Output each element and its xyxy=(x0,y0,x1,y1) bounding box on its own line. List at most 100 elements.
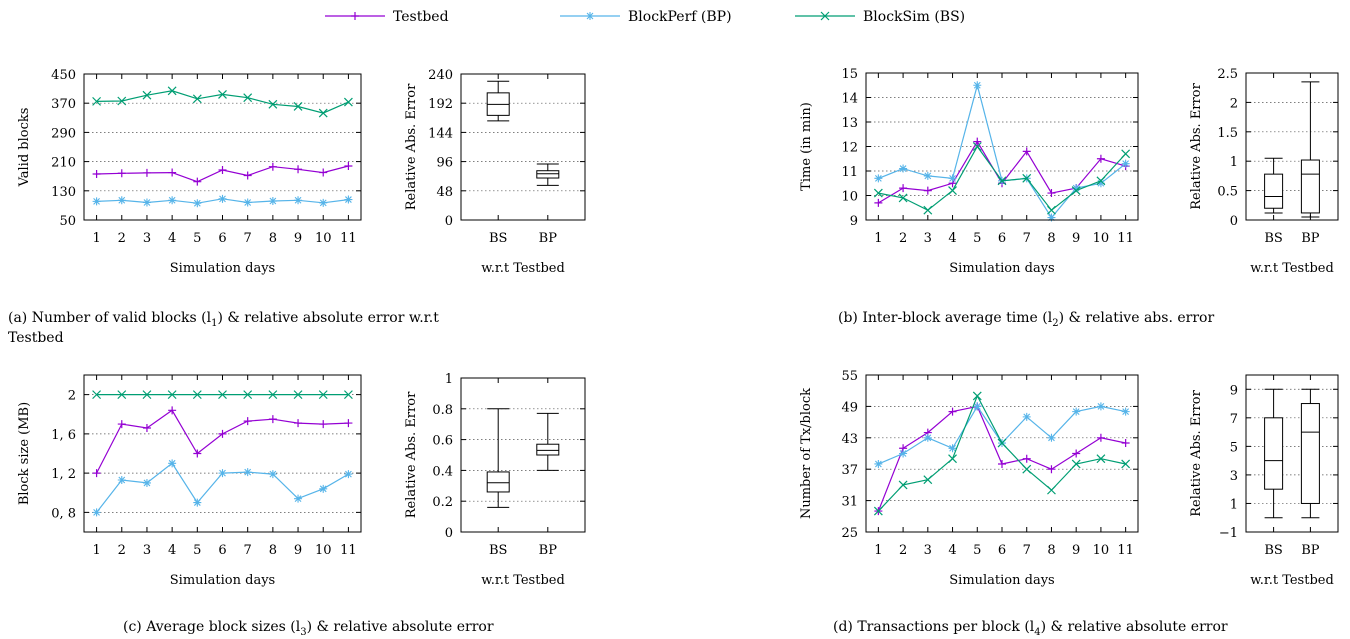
y-tick-label: 48 xyxy=(436,185,453,200)
data-point xyxy=(218,429,227,438)
box-bp xyxy=(536,163,560,186)
data-point xyxy=(948,454,957,464)
data-point xyxy=(898,193,908,203)
data-point xyxy=(318,390,328,400)
data-point xyxy=(1022,147,1031,156)
x-tick-label: BS xyxy=(1264,543,1282,558)
data-point xyxy=(948,444,957,453)
y-tick-label: 0 xyxy=(445,214,453,229)
y-tick-label: 144 xyxy=(428,126,453,141)
x-tick-label: 9 xyxy=(294,543,302,558)
box-iqr xyxy=(536,443,560,456)
legend-label: Testbed xyxy=(393,9,449,25)
x-tick-label: 8 xyxy=(1047,543,1055,558)
plot-frame xyxy=(865,374,1139,533)
y-axis-label: Time (in min) xyxy=(799,102,814,191)
legend-label: BlockPerf (BP) xyxy=(628,9,732,25)
x-tick-label: 11 xyxy=(340,231,357,246)
x-tick-label: BS xyxy=(1264,231,1282,246)
data-point xyxy=(898,480,908,490)
plot-frame xyxy=(83,73,362,221)
data-point xyxy=(997,176,1007,186)
y-tick-label: 31 xyxy=(841,495,858,510)
data-point xyxy=(873,506,883,516)
y-tick-label: 12 xyxy=(841,141,858,156)
data-point xyxy=(92,197,101,206)
data-point xyxy=(218,390,227,400)
y-tick-label: 9 xyxy=(1230,383,1238,398)
data-point xyxy=(344,419,353,428)
x-tick-label: 9 xyxy=(1072,543,1080,558)
y-tick-label: 0.4 xyxy=(432,464,453,479)
y-axis-label: Block size (MB) xyxy=(17,402,32,505)
y-tick-label: 130 xyxy=(51,185,76,200)
data-point xyxy=(1096,154,1105,163)
data-point xyxy=(343,390,353,400)
data-point xyxy=(142,478,151,487)
data-point xyxy=(294,494,303,503)
y-tick-label: 450 xyxy=(51,68,76,83)
plot-frame xyxy=(1245,72,1339,221)
x-axis-label: Simulation days xyxy=(170,261,275,276)
data-point xyxy=(92,508,101,517)
x-tick-label: 6 xyxy=(218,231,226,246)
data-point xyxy=(874,198,883,207)
box-bs xyxy=(486,408,510,508)
data-point xyxy=(1047,189,1056,198)
x-axis-label: w.r.t Testbed xyxy=(481,261,565,276)
box-iqr xyxy=(1300,403,1320,504)
x-axis-label: w.r.t Testbed xyxy=(1250,573,1334,588)
data-point xyxy=(899,184,908,193)
x-tick-label: 8 xyxy=(269,231,277,246)
caption-a-line2: Testbed xyxy=(8,330,64,346)
x-tick-label: 9 xyxy=(1072,231,1080,246)
data-point xyxy=(1096,454,1106,464)
legend: Testbed BlockPerf (BP) BlockSim (BS) xyxy=(325,9,965,25)
series-testbed xyxy=(92,406,353,478)
plot-frame xyxy=(460,73,586,221)
data-point xyxy=(948,407,957,416)
data-point xyxy=(318,108,328,118)
y-tick-label: 0.2 xyxy=(432,495,453,510)
data-point xyxy=(1096,179,1105,188)
data-point xyxy=(1096,176,1106,186)
x-tick-label: 5 xyxy=(973,231,981,246)
series-line xyxy=(878,82,1126,219)
x-tick-label: 4 xyxy=(168,231,176,246)
y-tick-label: 15 xyxy=(841,67,858,82)
data-point xyxy=(243,468,252,477)
box-bp xyxy=(1300,81,1320,218)
plot-frame xyxy=(865,72,1139,221)
data-point xyxy=(923,205,933,215)
data-point xyxy=(973,137,982,146)
y-tick-label: 1.5 xyxy=(1217,126,1238,141)
caption-c: (c) Average block sizes (l3) & relative … xyxy=(123,619,494,638)
data-point xyxy=(293,102,303,111)
data-point xyxy=(117,475,126,484)
x-tick-label: 6 xyxy=(998,231,1006,246)
series-blocksim xyxy=(873,142,1131,215)
data-point xyxy=(193,177,202,186)
plot-frame xyxy=(460,377,586,533)
data-point xyxy=(218,90,227,99)
series-testbed xyxy=(874,402,1130,516)
y-tick-label: 3 xyxy=(1230,469,1238,484)
data-point xyxy=(168,459,177,468)
y-axis-label: Relative Abs. Error xyxy=(1189,82,1204,209)
data-point xyxy=(1071,186,1081,196)
box-bs xyxy=(486,80,510,122)
data-point xyxy=(192,390,202,400)
data-point xyxy=(142,90,152,100)
y-tick-label: 1 xyxy=(445,372,453,387)
x-axis-label: w.r.t Testbed xyxy=(1250,261,1334,276)
x-tick-label: 6 xyxy=(998,543,1006,558)
data-point xyxy=(972,142,982,151)
box-bs xyxy=(1264,157,1284,214)
y-axis-label: Relative Abs. Error xyxy=(1189,389,1204,516)
data-point xyxy=(268,197,277,206)
data-point xyxy=(1121,159,1130,168)
x-tick-label: 7 xyxy=(244,543,252,558)
legend-marker xyxy=(351,12,359,20)
x-tick-label: 5 xyxy=(973,543,981,558)
